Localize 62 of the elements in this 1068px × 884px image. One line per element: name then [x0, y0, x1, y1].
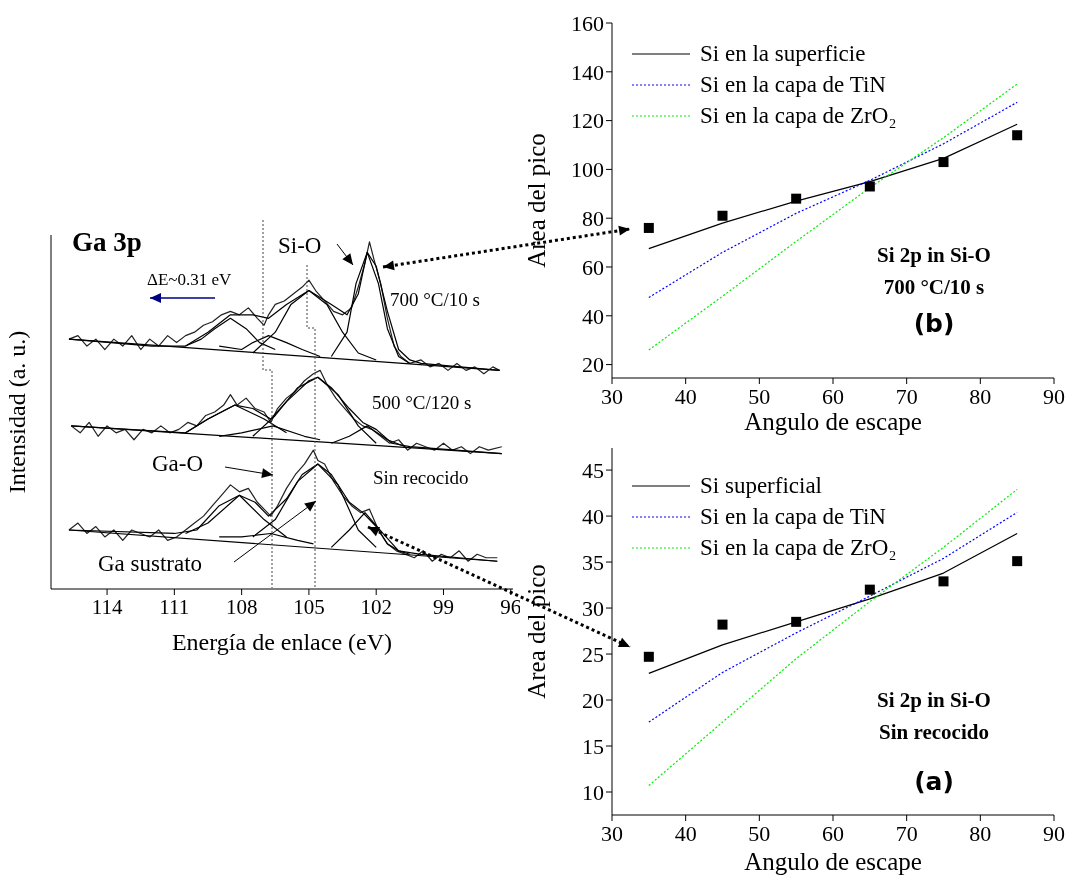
- y-tick-label: 10: [582, 779, 604, 805]
- x-tick-label: 80: [969, 820, 992, 846]
- legend-label: Si superficial: [700, 472, 822, 500]
- x-tick-label: 30: [601, 820, 623, 846]
- y-tick-label: 45: [582, 457, 604, 483]
- y-tick-label: 60: [582, 254, 604, 280]
- x-tick-label: 90: [1043, 383, 1065, 409]
- x-tick-label: 70: [895, 383, 918, 409]
- x-tick-label: 50: [748, 820, 771, 846]
- y-tick-label: 120: [571, 108, 604, 134]
- y-axis-title: Area del pico: [522, 133, 550, 268]
- y-tick-label: 40: [582, 503, 604, 529]
- x-tick-label: 60: [822, 383, 844, 409]
- annotation: (a): [914, 767, 954, 796]
- annotation: Sin recocido: [879, 720, 989, 745]
- annotation: Ga 3p: [72, 227, 142, 258]
- x-tick-label: 96: [500, 594, 522, 619]
- y-tick-label: 140: [571, 59, 604, 85]
- annotation: Si 2p in Si-O: [877, 243, 991, 268]
- x-tick-label: 40: [674, 820, 697, 846]
- annotation: Ga sustrato: [98, 551, 203, 577]
- y-axis-title: Area del pico: [522, 564, 550, 699]
- x-tick-label: 99: [432, 594, 454, 619]
- x-tick-label: 108: [225, 594, 258, 619]
- annotation: 500 °C/120 s: [372, 392, 472, 414]
- annotation: Si-O: [278, 233, 322, 259]
- y-tick-label: 15: [582, 733, 604, 759]
- x-tick-label: 80: [969, 383, 992, 409]
- x-tick-label: 102: [360, 594, 392, 619]
- annotation: (b): [913, 309, 955, 338]
- x-tick-label: 70: [895, 820, 918, 846]
- y-tick-label: 20: [582, 352, 604, 378]
- x-tick-label: 50: [748, 383, 771, 409]
- legend-label: Si en la capa de TiN: [700, 71, 886, 99]
- y-tick-label: 160: [571, 10, 604, 36]
- annotation: Ga-O: [152, 451, 204, 477]
- legend-label: Si en la capa de TiN: [700, 503, 886, 531]
- annotation: ΔE~0.31 eV: [147, 270, 232, 290]
- x-tick-label: 40: [674, 383, 697, 409]
- x-tick-label: 111: [159, 594, 190, 619]
- x-tick-label: 90: [1043, 820, 1065, 846]
- x-tick-label: 30: [601, 383, 623, 409]
- y-tick-label: 40: [582, 303, 604, 329]
- x-axis-title: Energía de enlace (eV): [171, 629, 393, 655]
- x-tick-label: 114: [91, 594, 123, 619]
- y-tick-label: 100: [571, 157, 604, 183]
- x-axis-title: Angulo de escape: [744, 848, 922, 875]
- annotation: Si 2p in Si-O: [877, 688, 991, 713]
- y-tick-label: 80: [582, 206, 604, 231]
- x-tick-label: 105: [293, 594, 325, 619]
- legend-label: Si en la superficie: [700, 40, 866, 68]
- annotation: Sin recocido: [373, 467, 469, 489]
- annotation: 700 °C/10 s: [883, 275, 985, 300]
- y-tick-label: 20: [582, 687, 604, 713]
- y-tick-label: 35: [582, 549, 604, 575]
- x-tick-label: 60: [822, 820, 844, 846]
- y-axis-title: Intensidad (a. u.): [3, 330, 30, 494]
- x-axis-title: Angulo de escape: [744, 408, 922, 435]
- y-tick-label: 25: [582, 641, 604, 667]
- legend-label: Si en la capa de ZrO₂: [700, 534, 897, 562]
- legend-label: Si en la capa de ZrO₂: [700, 102, 897, 130]
- annotation: 700 °C/10 s: [390, 289, 480, 311]
